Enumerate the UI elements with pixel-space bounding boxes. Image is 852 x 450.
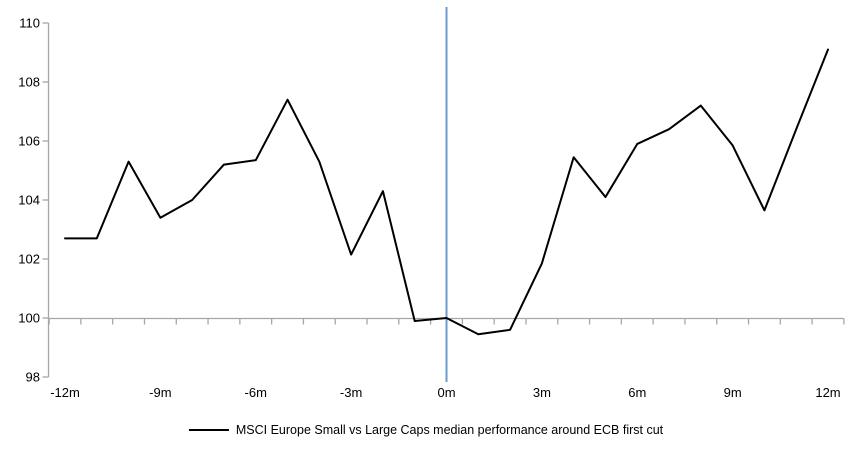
x-tick-label: -6m [245,385,267,400]
x-tick-label: 3m [533,385,551,400]
x-tick-label: 12m [815,385,840,400]
series-line [64,48,829,336]
x-tick-label: -9m [149,385,171,400]
legend-label: MSCI Europe Small vs Large Caps median p… [235,423,664,437]
x-tick-label: 6m [628,385,646,400]
x-tick-label: 9m [724,385,742,400]
legend: MSCI Europe Small vs Large Caps median p… [0,420,852,440]
x-tick-label: 0m [437,385,455,400]
y-tick-label: 98 [26,370,40,385]
y-tick-label: 100 [18,311,40,326]
x-tick-label: -3m [340,385,362,400]
y-tick-label: 108 [18,75,40,90]
x-tick-label: -12m [50,385,80,400]
y-tick-label: 102 [18,252,40,267]
y-tick-label: 110 [19,16,40,31]
y-tick-label: 104 [18,193,40,208]
legend-line-sample [188,429,229,431]
y-tick-label: 106 [18,134,40,149]
